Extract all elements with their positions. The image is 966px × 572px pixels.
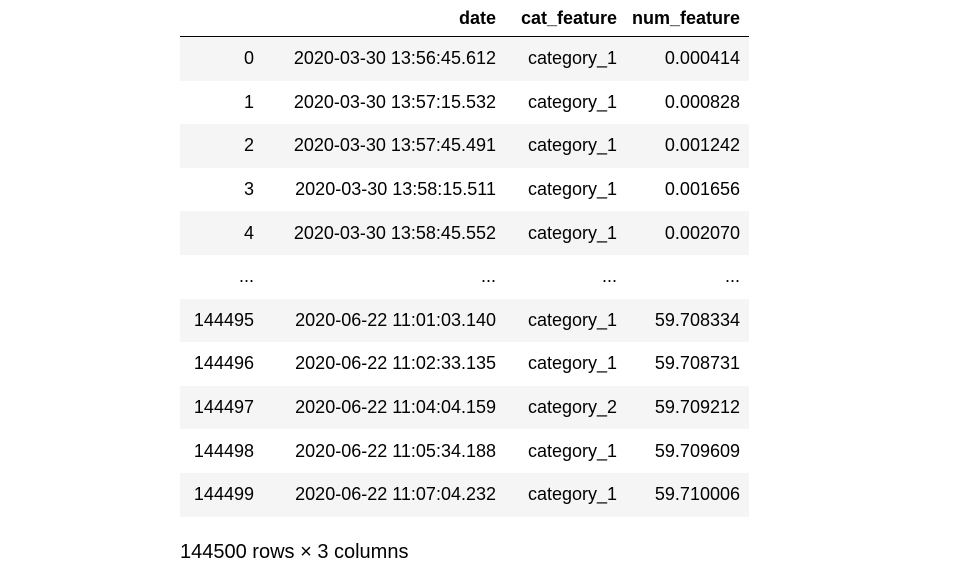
cat-feature-cell: category_1 [505, 124, 626, 168]
column-header-date: date [263, 0, 505, 37]
dataframe-output: date cat_feature num_feature 0 2020-03-30… [180, 0, 749, 517]
cat-feature-cell: category_1 [505, 36, 626, 81]
num-feature-cell: 0.001242 [626, 124, 749, 168]
num-feature-cell: 59.708731 [626, 342, 749, 386]
header-row: date cat_feature num_feature [180, 0, 749, 37]
cat-feature-cell: category_1 [505, 429, 626, 473]
row-index: 1 [180, 80, 263, 125]
cat-feature-cell: category_1 [505, 298, 626, 343]
column-header-num-feature: num_feature [626, 0, 749, 37]
table-row: 144495 2020-06-22 11:01:03.140 category_1 5… [180, 298, 749, 343]
index-header [180, 0, 263, 37]
dataframe-table: date cat_feature num_feature 0 2020-03-30… [180, 0, 749, 517]
date-cell: 2020-03-30 13:58:45.552 [263, 211, 505, 255]
row-index: 144497 [180, 385, 263, 430]
date-cell: 2020-03-30 13:56:45.612 [263, 36, 505, 81]
cat-feature-cell: ... [505, 254, 626, 299]
row-index: 144496 [180, 342, 263, 386]
row-index: 0 [180, 36, 263, 81]
cat-feature-cell: category_1 [505, 167, 626, 212]
table-row: 144498 2020-06-22 11:05:34.188 category_1 5… [180, 429, 749, 473]
row-index: 144499 [180, 472, 263, 517]
date-cell: 2020-03-30 13:57:15.532 [263, 80, 505, 125]
row-index: 3 [180, 167, 263, 212]
date-cell: 2020-06-22 11:01:03.140 [263, 298, 505, 343]
cat-feature-cell: category_1 [505, 472, 626, 517]
table-row: 3 2020-03-30 13:58:15.511 category_1 0.0016… [180, 167, 749, 212]
table-body: 0 2020-03-30 13:56:45.612 category_1 0.0004… [180, 36, 749, 517]
table-row: 144496 2020-06-22 11:02:33.135 category_1 5… [180, 342, 749, 386]
row-index: 144498 [180, 429, 263, 473]
table-row: 144497 2020-06-22 11:04:04.159 category_2 5… [180, 385, 749, 430]
table-row: 0 2020-03-30 13:56:45.612 category_1 0.0004… [180, 36, 749, 81]
num-feature-cell: 59.710006 [626, 472, 749, 517]
date-cell: 2020-06-22 11:07:04.232 [263, 472, 505, 517]
table-row: ............ [180, 254, 749, 299]
num-feature-cell: 0.000828 [626, 80, 749, 125]
row-index: 2 [180, 124, 263, 168]
cat-feature-cell: category_1 [505, 342, 626, 386]
num-feature-cell: 0.001656 [626, 167, 749, 212]
date-cell: ... [263, 254, 505, 299]
date-cell: 2020-03-30 13:58:15.511 [263, 167, 505, 212]
date-cell: 2020-06-22 11:05:34.188 [263, 429, 505, 473]
date-cell: 2020-06-22 11:04:04.159 [263, 385, 505, 430]
cat-feature-cell: category_1 [505, 211, 626, 255]
num-feature-cell: ... [626, 254, 749, 299]
table-row: 144499 2020-06-22 11:07:04.232 category_1 5… [180, 472, 749, 517]
dataframe-shape-caption: 144500 rows × 3 columns [180, 541, 409, 563]
num-feature-cell: 59.709609 [626, 429, 749, 473]
row-index: ... [180, 254, 263, 299]
date-cell: 2020-06-22 11:02:33.135 [263, 342, 505, 386]
cat-feature-cell: category_2 [505, 385, 626, 430]
table-row: 4 2020-03-30 13:58:45.552 category_1 0.0020… [180, 211, 749, 255]
row-index: 144495 [180, 298, 263, 343]
num-feature-cell: 0.002070 [626, 211, 749, 255]
column-header-cat-feature: cat_feature [505, 0, 626, 37]
cat-feature-cell: category_1 [505, 80, 626, 125]
num-feature-cell: 59.708334 [626, 298, 749, 343]
num-feature-cell: 59.709212 [626, 385, 749, 430]
row-index: 4 [180, 211, 263, 255]
num-feature-cell: 0.000414 [626, 36, 749, 81]
date-cell: 2020-03-30 13:57:45.491 [263, 124, 505, 168]
table-row: 2 2020-03-30 13:57:45.491 category_1 0.0012… [180, 124, 749, 168]
table-row: 1 2020-03-30 13:57:15.532 category_1 0.0008… [180, 80, 749, 125]
